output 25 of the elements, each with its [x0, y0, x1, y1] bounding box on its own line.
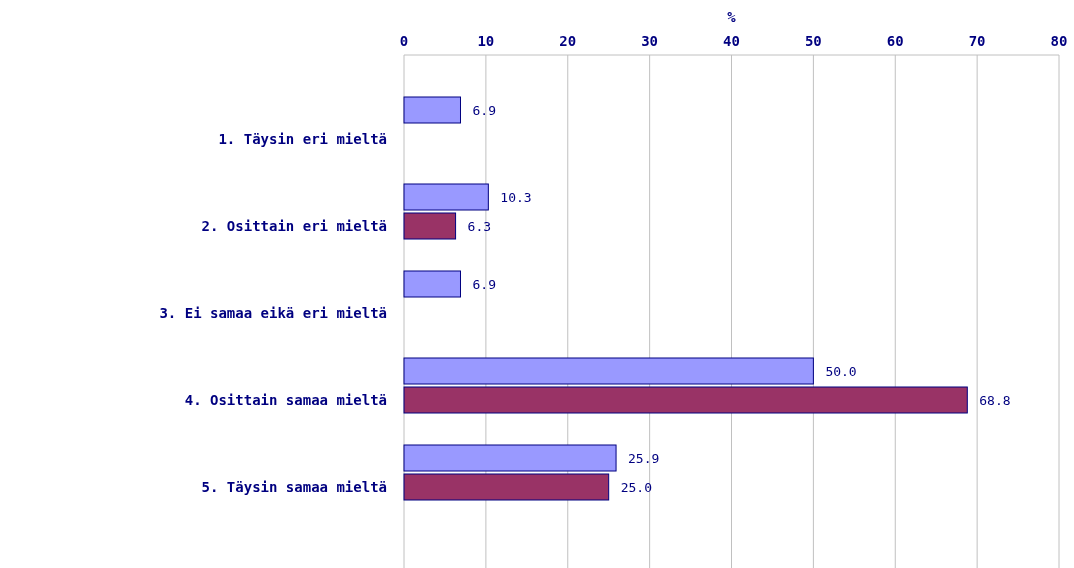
y-tick-label: 4. Osittain samaa mieltä — [184, 392, 387, 408]
x-tick-label: 10 — [477, 33, 495, 49]
y-tick-label: 2. Osittain eri mieltä — [201, 218, 387, 234]
data-label: 6.9 — [472, 102, 496, 118]
x-axis-title: % — [727, 9, 737, 25]
x-tick-label: 20 — [559, 33, 577, 49]
y-tick-label: 1. Täysin eri mieltä — [218, 131, 387, 147]
data-label: 68.8 — [979, 392, 1011, 408]
data-label: 25.0 — [620, 479, 652, 495]
x-tick-label: 70 — [968, 33, 986, 49]
data-label: 25.9 — [628, 450, 660, 466]
data-label: 50.0 — [825, 363, 857, 379]
bar — [403, 96, 461, 124]
x-tick-label: 0 — [399, 33, 409, 49]
x-tick-label: 30 — [641, 33, 659, 49]
y-tick-label: 5. Täysin samaa mieltä — [201, 479, 387, 495]
data-label: 10.3 — [500, 189, 532, 205]
bar — [403, 270, 461, 298]
y-tick-label: 3. Ei samaa eikä eri mieltä — [159, 305, 387, 321]
data-label: 6.9 — [472, 276, 496, 292]
x-tick-label: 80 — [1050, 33, 1068, 49]
x-tick-label: 40 — [723, 33, 740, 49]
x-tick-label: 50 — [804, 33, 822, 49]
x-tick-label: 60 — [886, 33, 904, 49]
data-label: 6.3 — [467, 218, 492, 234]
